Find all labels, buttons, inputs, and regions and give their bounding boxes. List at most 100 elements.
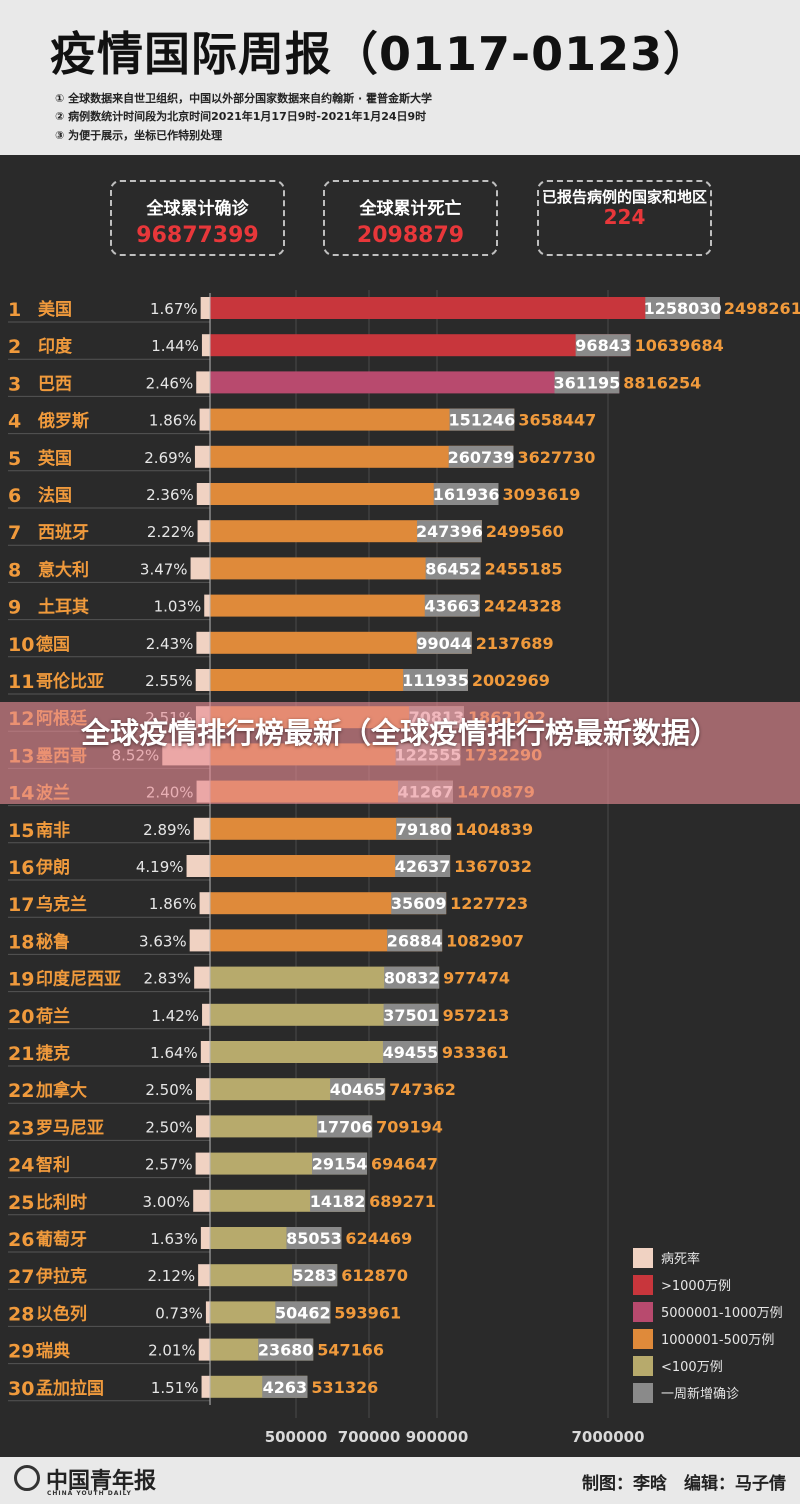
fatality-label-11: 2.55% — [145, 672, 193, 690]
country-label-19: 印度尼西亚 — [36, 969, 121, 990]
rank-6: 6 — [8, 485, 21, 507]
fatality-label-4: 1.86% — [149, 412, 197, 430]
cases-label-30: 531326 — [311, 1378, 378, 1397]
cases-bar-1 — [210, 297, 720, 319]
rank-2: 2 — [8, 336, 21, 358]
global-deaths-box: 全球累计死亡 2098879 — [323, 180, 498, 256]
legend-label-1m-5m: 1000001-500万例 — [661, 1333, 775, 1348]
note-3: ③ 为便于展示，坐标已作特别处理 — [55, 129, 223, 142]
weekly-box-9 — [424, 594, 480, 617]
fatality-label-18: 3.63% — [139, 932, 187, 950]
global-cases-value: 96877399 — [136, 223, 259, 248]
cases-bar-15 — [210, 817, 452, 840]
rank-30: 30 — [8, 1378, 34, 1400]
cases-label-24: 694647 — [371, 1155, 438, 1174]
country-label-11: 哥伦比亚 — [36, 671, 104, 692]
weekly-box-21 — [382, 1041, 438, 1063]
cases-label-27: 612870 — [341, 1266, 408, 1285]
global-deaths-label: 全球累计死亡 — [359, 199, 462, 219]
cases-bar-2 — [210, 334, 631, 357]
country-label-21: 捷克 — [36, 1043, 70, 1064]
weekly-box-18 — [387, 929, 443, 952]
cases-bar-4 — [210, 408, 515, 431]
fatality-bar-21 — [200, 1041, 210, 1063]
fatality-bar-29 — [198, 1338, 210, 1361]
rank-1: 1 — [8, 299, 21, 321]
rank-7: 7 — [8, 522, 21, 544]
weekly-box-8 — [425, 557, 481, 580]
fatality-label-27: 2.12% — [147, 1267, 195, 1285]
page-title: 疫情国际周报（0117-0123） — [50, 27, 711, 81]
fatality-bar-30 — [201, 1375, 210, 1398]
weekly-box-11 — [403, 669, 468, 691]
cases-bar-16 — [210, 855, 451, 877]
cases-label-4: 3658447 — [518, 411, 596, 430]
cases-bar-21 — [210, 1041, 438, 1063]
weekly-label-3: 361195 — [554, 373, 621, 392]
weekly-box-20 — [383, 1003, 439, 1026]
fatality-bar-17 — [199, 892, 210, 915]
rank-5: 5 — [8, 448, 21, 470]
fatality-label-28: 0.73% — [155, 1304, 203, 1322]
fatality-label-3: 2.46% — [146, 374, 194, 392]
cases-label-21: 933361 — [442, 1043, 509, 1062]
country-label-24: 智利 — [36, 1155, 70, 1176]
fatality-bar-24 — [195, 1152, 210, 1175]
country-label-6: 法国 — [38, 485, 72, 506]
country-label-1: 美国 — [38, 299, 72, 320]
fatality-bar-7 — [197, 520, 210, 543]
weekly-label-23: 17706 — [317, 1117, 373, 1136]
rank-11: 11 — [8, 671, 34, 693]
fatality-label-30: 1.51% — [151, 1379, 199, 1397]
legend-swatch-lt1m — [633, 1355, 653, 1376]
cases-bar-9 — [210, 594, 480, 617]
country-label-8: 意大利 — [38, 559, 89, 580]
weekly-box-29 — [258, 1338, 314, 1361]
cases-label-18: 1082907 — [446, 931, 524, 950]
cases-label-29: 547166 — [317, 1341, 384, 1360]
weekly-label-16: 42637 — [395, 857, 451, 876]
rank-10: 10 — [8, 634, 34, 656]
weekly-box-6 — [433, 483, 499, 505]
fatality-label-20: 1.42% — [151, 1007, 199, 1025]
fatality-bar-20 — [202, 1003, 210, 1026]
fatality-label-6: 2.36% — [146, 486, 194, 504]
weekly-label-21: 49455 — [383, 1043, 439, 1062]
weekly-box-25 — [310, 1189, 366, 1212]
fatality-label-24: 2.57% — [145, 1156, 193, 1174]
cases-label-3: 8816254 — [623, 373, 701, 392]
weekly-label-2: 96843 — [575, 336, 631, 355]
overlay-band — [0, 702, 800, 804]
fatality-bar-6 — [196, 483, 210, 505]
weekly-label-15: 79180 — [396, 820, 452, 839]
weekly-box-4 — [449, 408, 515, 431]
country-label-3: 巴西 — [38, 374, 72, 394]
legend-label-5m-10m: 5000001-1000万例 — [661, 1306, 783, 1321]
cases-label-25: 689271 — [369, 1192, 436, 1211]
rank-17: 17 — [8, 894, 34, 916]
weekly-box-3 — [554, 371, 620, 394]
country-label-22: 加拿大 — [35, 1080, 87, 1101]
cases-label-19: 977474 — [443, 969, 510, 988]
global-cases-box: 全球累计确诊 96877399 — [110, 180, 285, 256]
cases-label-16: 1367032 — [454, 857, 532, 876]
weekly-label-22: 40465 — [330, 1080, 386, 1099]
fatality-label-5: 2.69% — [144, 449, 192, 467]
country-label-25: 比利时 — [36, 1192, 87, 1213]
fatality-bar-25 — [193, 1189, 210, 1212]
fatality-label-9: 1.03% — [154, 598, 202, 616]
fatality-bar-23 — [196, 1115, 210, 1138]
rank-4: 4 — [8, 411, 21, 433]
fatality-bar-28 — [205, 1301, 210, 1324]
legend: 病死率 >1000万例 5000001-1000万例 1000001-500万例 <10… — [633, 1244, 783, 1406]
fatality-bar-26 — [200, 1227, 210, 1249]
countries-label: 已报告病例的国家和地区 — [541, 188, 707, 206]
rank-23: 23 — [8, 1117, 34, 1139]
header-panel: 疫情国际周报（0117-0123） ① 全球数据来自世卫组织，中国以外部分国家数… — [0, 0, 800, 155]
legend-item-lt1m: <100万例 — [633, 1352, 783, 1379]
weekly-label-30: 4263 — [263, 1378, 308, 1397]
logo-subtitle: CHINA YOUTH DAILY — [47, 1490, 132, 1497]
weekly-label-27: 5283 — [292, 1266, 337, 1285]
global-deaths-value: 2098879 — [356, 223, 465, 248]
weekly-box-26 — [286, 1227, 342, 1249]
